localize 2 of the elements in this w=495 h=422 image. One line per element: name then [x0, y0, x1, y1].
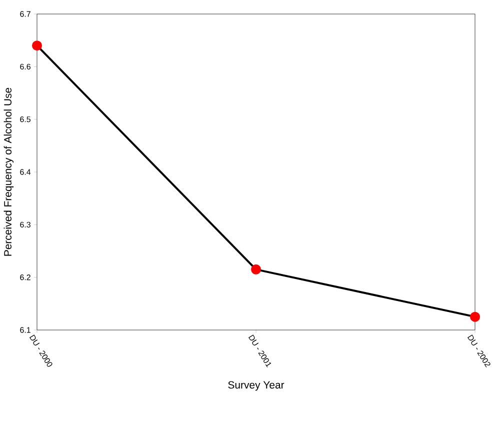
y-axis-title: Perceived Frequency of Alcohol Use	[4, 88, 14, 256]
x-axis-title: Survey Year	[228, 381, 284, 391]
